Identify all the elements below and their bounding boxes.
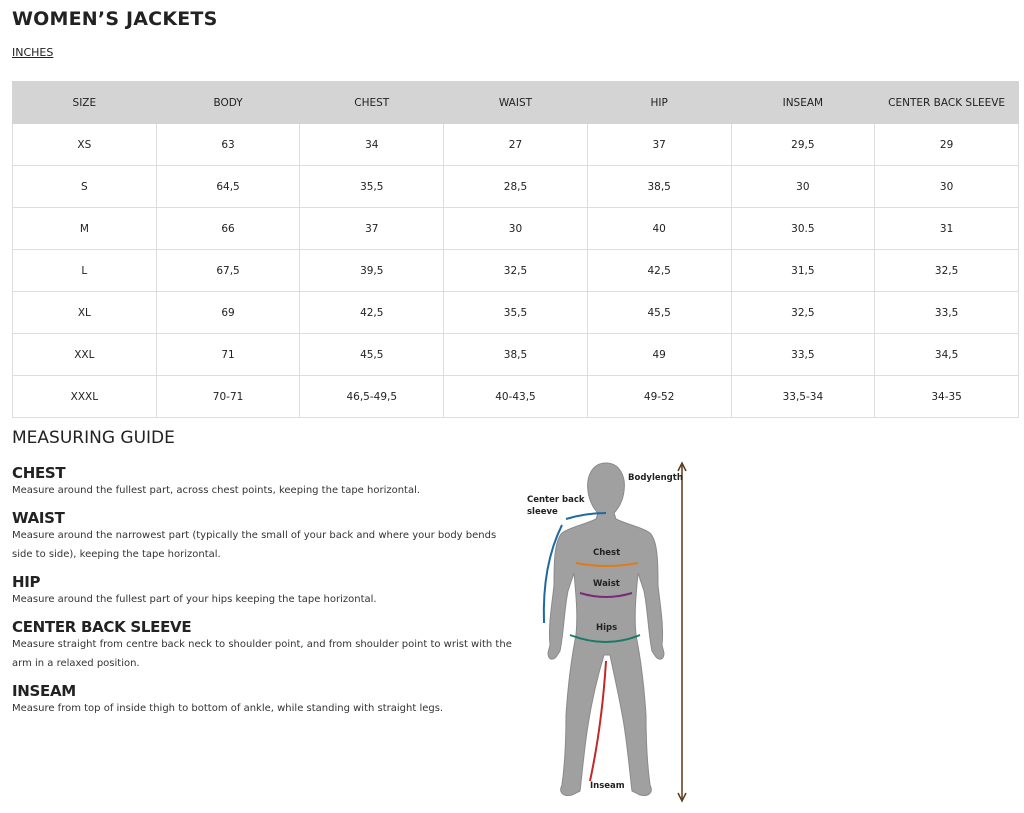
- table-cell: 28,5: [443, 165, 588, 208]
- table-cell: 29,5: [730, 123, 876, 166]
- body-silhouette: [547, 462, 665, 796]
- table-cell: 33,5-34: [730, 375, 876, 418]
- measuring-guide-title: MEASURING GUIDE: [12, 428, 175, 448]
- measuring-guide: CHEST Measure around the fullest part, ac…: [12, 465, 512, 728]
- table-cell: 39,5: [299, 249, 445, 292]
- table-cell: 45,5: [586, 291, 732, 334]
- table-cell: XL: [12, 291, 157, 334]
- chest-arrow: [575, 562, 639, 567]
- table-row: M 66 37 30 40 30.5 31: [12, 207, 1019, 250]
- table-row: XS 63 34 27 37 29,5 29: [12, 123, 1019, 166]
- guide-section: WAIST Measure around the narrowest part (…: [12, 510, 512, 564]
- label-chest: Chest: [593, 548, 620, 558]
- table-cell: 37: [299, 207, 445, 250]
- guide-text: Measure around the fullest part, across …: [12, 485, 421, 496]
- table-cell: 42,5: [586, 249, 732, 292]
- table-cell: M: [12, 207, 157, 250]
- guide-text: Measure around the fullest part of your …: [12, 594, 377, 605]
- table-cell: 71: [155, 333, 301, 376]
- table-cell: 31,5: [730, 249, 876, 292]
- hips-arrow: [569, 634, 641, 643]
- guide-heading: CENTER BACK SLEEVE: [12, 618, 192, 636]
- label-waist: Waist: [593, 579, 620, 589]
- column-header: BODY: [155, 81, 301, 124]
- size-table: SIZE BODY CHEST WAIST HIP INSEAM CENTER BACK S…: [12, 81, 1019, 418]
- column-header: CHEST: [299, 81, 445, 124]
- table-cell: XS: [12, 123, 157, 166]
- table-cell: 30.5: [730, 207, 876, 250]
- measuring-figure: Bodylength Center back sleeve Chest Wais…: [520, 455, 710, 809]
- table-cell: 66: [155, 207, 301, 250]
- table-cell: 38,5: [443, 333, 588, 376]
- table-cell: 32,5: [730, 291, 876, 334]
- label-bodylength: Bodylength: [628, 473, 683, 483]
- table-cell: XXXL: [12, 375, 157, 418]
- guide-section: CHEST Measure around the fullest part, ac…: [12, 465, 512, 500]
- table-cell: 32,5: [443, 249, 588, 292]
- table-cell: 40-43,5: [443, 375, 588, 418]
- label-cbs-1: Center back: [527, 495, 585, 505]
- table-row: L 67,5 39,5 32,5 42,5 31,5 32,5: [12, 249, 1019, 292]
- table-cell: 33,5: [730, 333, 876, 376]
- table-cell: 31: [874, 207, 1019, 250]
- sleeve-arrow: [542, 512, 607, 624]
- guide-text: Measure around the narrowest part (typic…: [12, 530, 497, 560]
- table-cell: 46,5-49,5: [299, 375, 445, 418]
- table-cell: 49-52: [586, 375, 732, 418]
- table-cell: 63: [155, 123, 301, 166]
- guide-section: HIP Measure around the fullest part of yo…: [12, 574, 512, 609]
- column-header: INSEAM: [730, 81, 876, 124]
- guide-heading: CHEST: [12, 464, 66, 482]
- table-cell: 40: [586, 207, 732, 250]
- table-row: XL 69 42,5 35,5 45,5 32,5 33,5: [12, 291, 1019, 334]
- table-row: S 64,5 35,5 28,5 38,5 30 30: [12, 165, 1019, 208]
- table-cell: 30: [443, 207, 588, 250]
- waist-arrow: [579, 592, 633, 598]
- column-header: HIP: [586, 81, 732, 124]
- guide-text: Measure straight from centre back neck t…: [12, 639, 512, 669]
- table-cell: 32,5: [874, 249, 1019, 292]
- table-cell: 35,5: [299, 165, 445, 208]
- page-title: WOMEN’S JACKETS: [12, 8, 218, 30]
- units-link[interactable]: INCHES: [12, 46, 54, 59]
- table-cell: XXL: [12, 333, 157, 376]
- table-cell: 35,5: [443, 291, 588, 334]
- table-cell: 70-71: [155, 375, 301, 418]
- table-cell: S: [12, 165, 157, 208]
- column-header: WAIST: [443, 81, 588, 124]
- table-cell: 29: [874, 123, 1019, 166]
- table-cell: 30: [874, 165, 1019, 208]
- table-cell: 34-35: [874, 375, 1019, 418]
- table-row: XXL 71 45,5 38,5 49 33,5 34,5: [12, 333, 1019, 376]
- table-cell: 37: [586, 123, 732, 166]
- label-hips: Hips: [596, 623, 617, 633]
- inseam-arrow: [589, 660, 607, 782]
- table-cell: 38,5: [586, 165, 732, 208]
- guide-heading: WAIST: [12, 509, 65, 527]
- guide-text: Measure from top of inside thigh to bott…: [12, 703, 444, 714]
- table-cell: 34,5: [874, 333, 1019, 376]
- label-inseam: Inseam: [590, 781, 625, 791]
- table-cell: 69: [155, 291, 301, 334]
- column-header: SIZE: [12, 81, 157, 124]
- table-cell: 64,5: [155, 165, 301, 208]
- table-row: XXXL 70-71 46,5-49,5 40-43,5 49-52 33,5-34 34-…: [12, 375, 1019, 418]
- table-cell: 33,5: [874, 291, 1019, 334]
- table-cell: 27: [443, 123, 588, 166]
- table-cell: L: [12, 249, 157, 292]
- table-cell: 34: [299, 123, 445, 166]
- table-cell: 49: [586, 333, 732, 376]
- guide-section: CENTER BACK SLEEVE Measure straight from …: [12, 619, 512, 673]
- table-cell: 30: [730, 165, 876, 208]
- guide-heading: INSEAM: [12, 682, 76, 700]
- guide-section: INSEAM Measure from top of inside thigh t…: [12, 683, 512, 718]
- column-header: CENTER BACK SLEEVE: [874, 81, 1019, 124]
- label-cbs-2: sleeve: [527, 507, 558, 517]
- table-cell: 45,5: [299, 333, 445, 376]
- table-header-row: SIZE BODY CHEST WAIST HIP INSEAM CENTER BACK S…: [12, 81, 1019, 124]
- guide-heading: HIP: [12, 573, 41, 591]
- table-cell: 42,5: [299, 291, 445, 334]
- table-cell: 67,5: [155, 249, 301, 292]
